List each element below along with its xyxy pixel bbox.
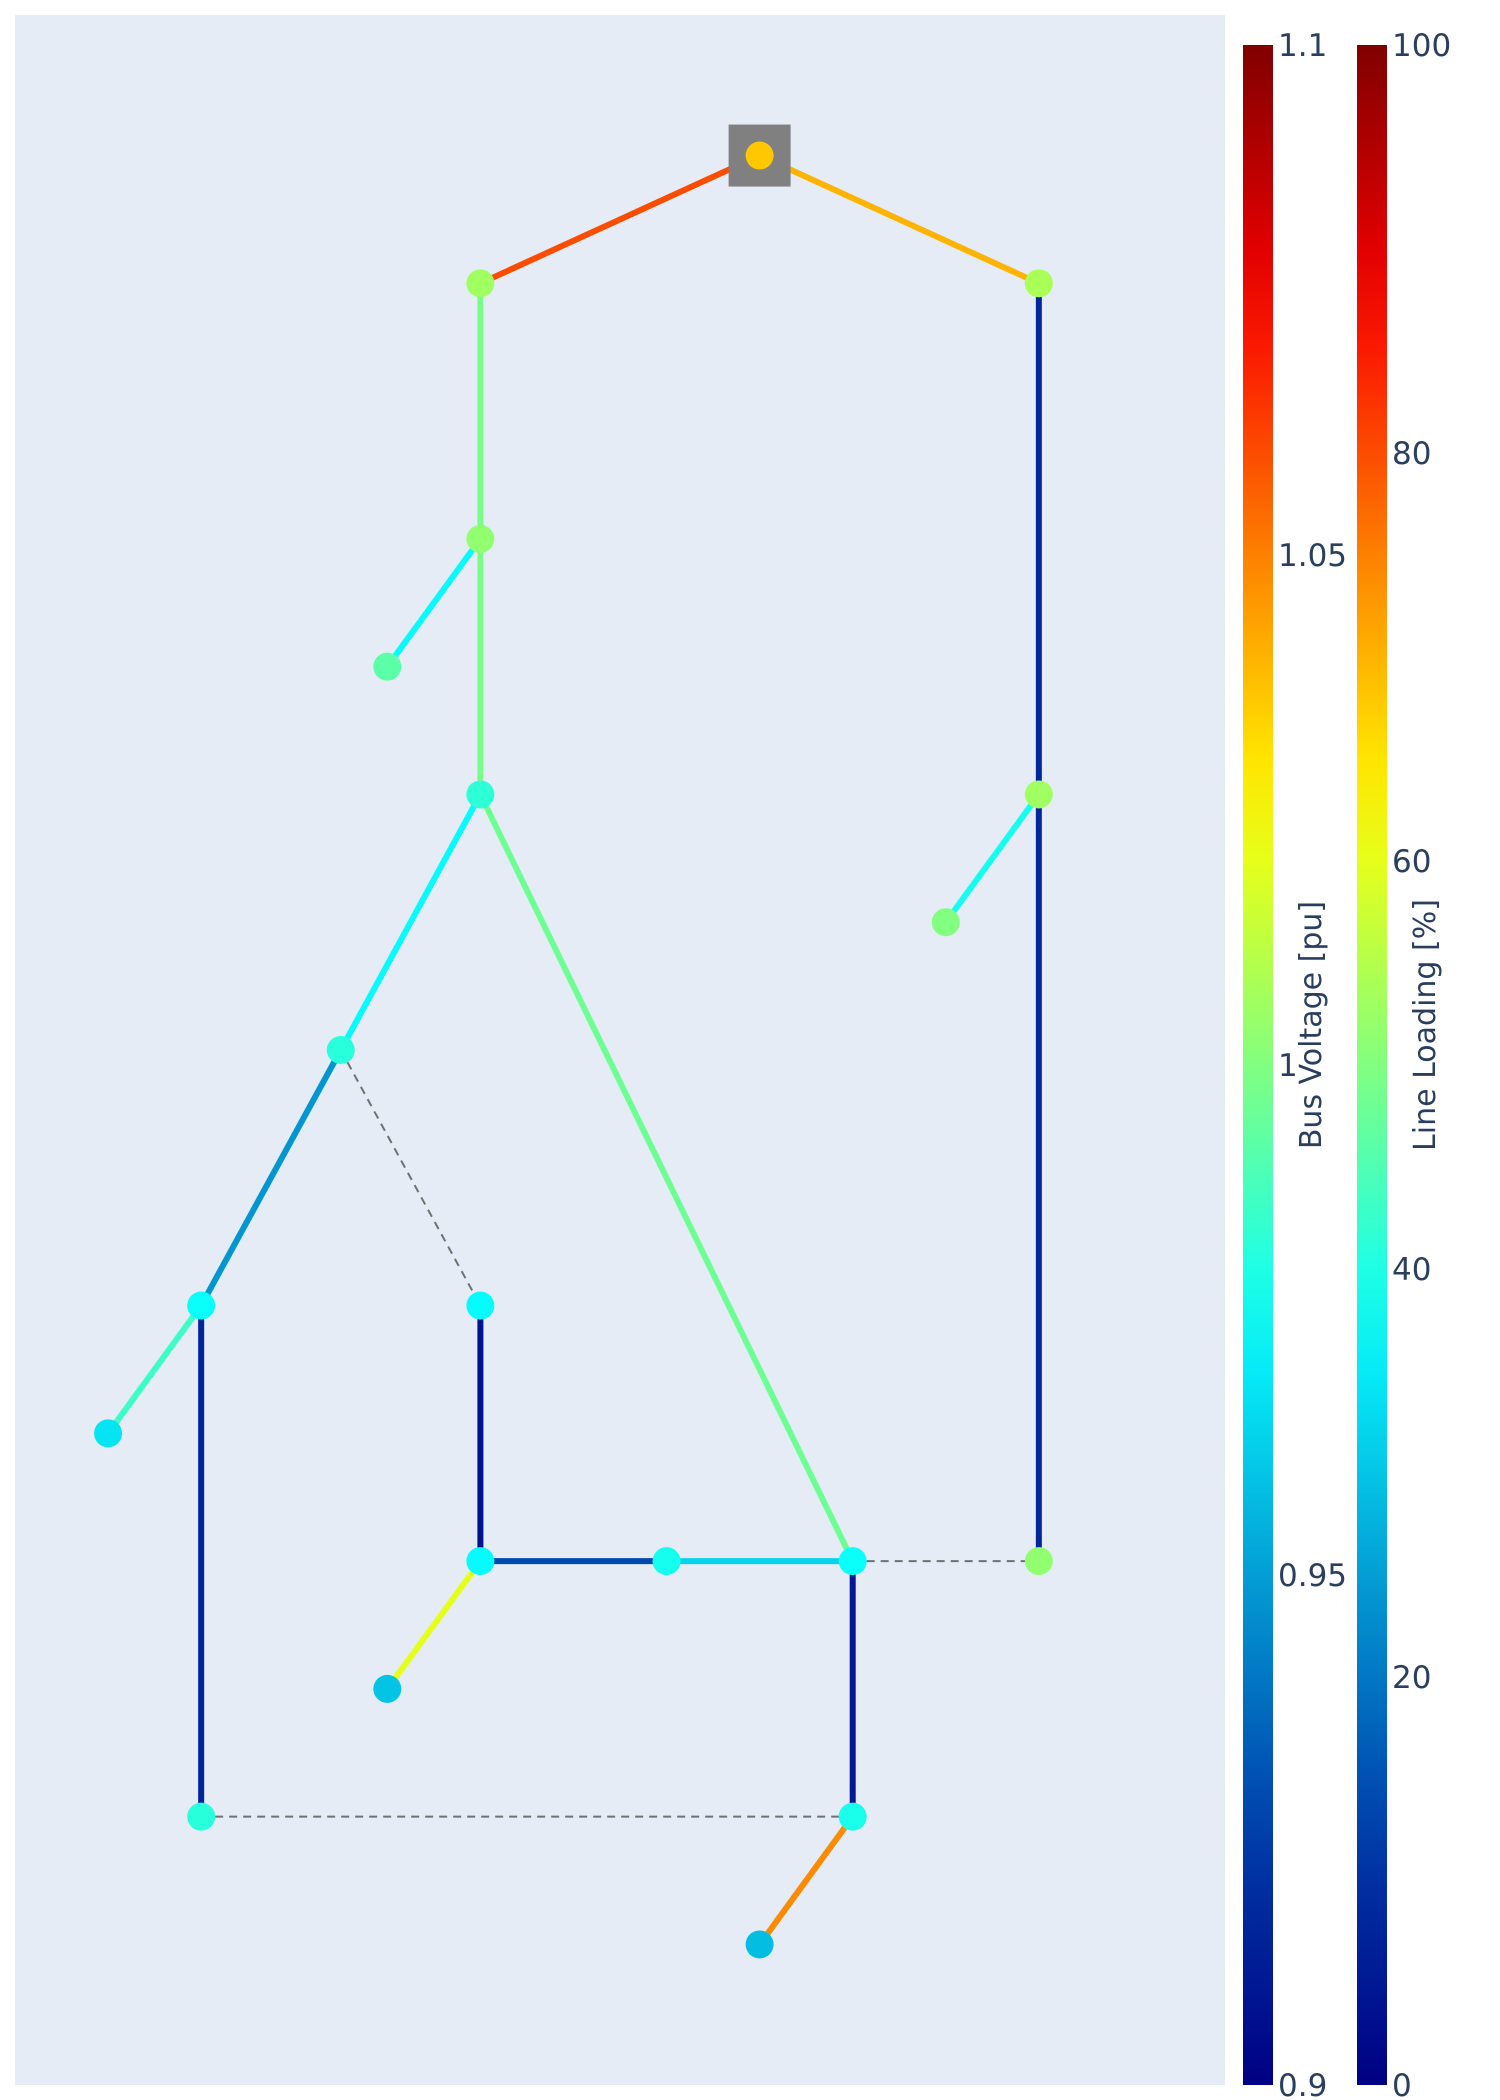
bus-layer [94, 141, 1053, 1959]
bus-voltage-colorbar-ticks: 0.9 0.95 1 1.05 1.1 [1278, 28, 1347, 2100]
bus-15 [745, 1930, 774, 1959]
cb-loading-tick-label: 60 [1392, 844, 1431, 880]
bus-3 [373, 652, 402, 681]
bus-10 [466, 1547, 495, 1576]
line-6-7 [105, 1303, 204, 1436]
bus-16 [1024, 269, 1053, 298]
bus-19 [1024, 1547, 1053, 1576]
cb-voltage-tick-label: 1.1 [1278, 28, 1327, 64]
bus-voltage-colorbar-gradient [1243, 45, 1273, 2085]
bus-7 [94, 1419, 123, 1448]
bus-18 [931, 908, 960, 937]
bus-6 [187, 1291, 216, 1320]
line-5-6 [198, 1048, 344, 1307]
line-0-16 [758, 152, 1041, 287]
line-17-18 [943, 792, 1042, 924]
bus-9 [466, 1291, 495, 1320]
cb-loading-tick-label: 20 [1392, 1660, 1431, 1696]
bus-14 [838, 1802, 867, 1831]
bus-8 [187, 1802, 216, 1831]
cb-voltage-tick-label: 0.95 [1278, 1558, 1347, 1594]
line-loading-colorbar: 0 20 40 60 80 100 Line Loading [%] [1357, 28, 1451, 2100]
cb-loading-tick-label: 0 [1392, 2068, 1412, 2100]
line-4-13 [477, 793, 856, 1563]
line-10-11 [384, 1559, 483, 1691]
bus-1 [466, 269, 495, 298]
bus-11 [373, 1674, 402, 1703]
line-loading-colorbar-gradient [1357, 45, 1387, 2085]
cb-voltage-tick-label: 1.05 [1278, 538, 1347, 574]
bus-0 [745, 141, 774, 170]
lines-layer [105, 152, 1042, 1947]
line-14-15 [757, 1814, 856, 1947]
line-loading-colorbar-title: Line Loading [%] [1408, 899, 1443, 1151]
line-0-1 [479, 152, 761, 287]
bus-voltage-colorbar: 0.9 0.95 1 1.05 1.1 Bus Voltage [pu] [1243, 28, 1347, 2100]
line-loading-colorbar-ticks: 0 20 40 60 80 100 [1392, 28, 1451, 2100]
bus-12 [652, 1547, 681, 1576]
bus-2 [466, 524, 495, 553]
cb-loading-tick-label: 40 [1392, 1252, 1431, 1288]
line-4-5 [338, 793, 484, 1052]
line-2-3 [384, 537, 483, 669]
cb-loading-tick-label: 100 [1392, 28, 1451, 64]
bus-voltage-colorbar-title: Bus Voltage [pu] [1294, 901, 1329, 1149]
bus-17 [1024, 780, 1053, 809]
bus-13 [838, 1547, 867, 1576]
open-line-5-9 [339, 1049, 482, 1307]
cb-voltage-tick-label: 0.9 [1278, 2068, 1327, 2100]
bus-5 [326, 1036, 355, 1064]
bus-4 [466, 780, 495, 809]
plot-background [15, 15, 1225, 2085]
cb-voltage-tick-label: 1 [1278, 1048, 1298, 1084]
cb-loading-tick-label: 80 [1392, 436, 1431, 472]
